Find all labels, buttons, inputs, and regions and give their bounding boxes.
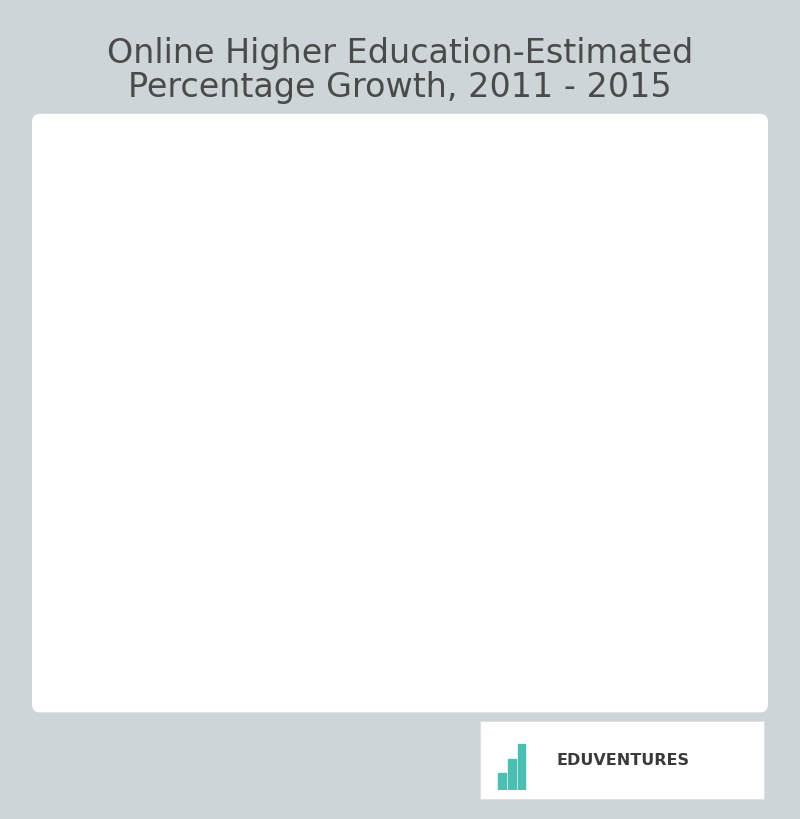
Text: 110%: 110% — [394, 267, 454, 287]
Text: Online Higher Education-Estimated: Online Higher Education-Estimated — [107, 37, 693, 70]
Text: 133%: 133% — [602, 201, 662, 220]
Text: EDUVENTURES: EDUVENTURES — [556, 753, 689, 767]
Bar — [518, 744, 526, 790]
Text: Percentage Growth, 2011 - 2015: Percentage Growth, 2011 - 2015 — [128, 71, 672, 104]
Bar — [498, 773, 506, 790]
Bar — [378, 295, 471, 614]
Bar — [586, 228, 679, 614]
Text: 30%: 30% — [193, 500, 239, 520]
Bar — [170, 527, 262, 614]
Bar — [508, 758, 516, 790]
